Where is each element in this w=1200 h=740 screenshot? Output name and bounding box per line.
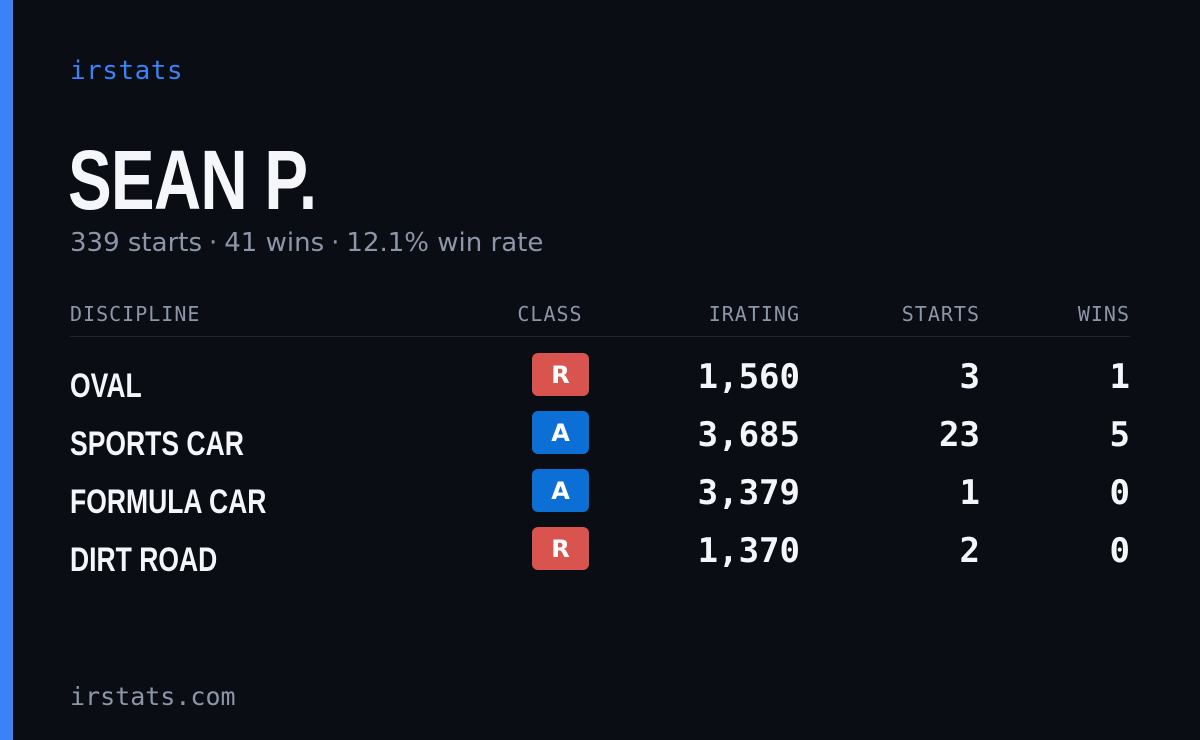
header-wins: WINS [1077, 302, 1130, 326]
starts-value: 23 [939, 415, 980, 455]
table-row: SPORTS CAR A 3,685 23 5 [70, 411, 1130, 469]
header-starts: STARTS [901, 302, 980, 326]
separator: · [209, 228, 218, 258]
class-badge: R [532, 527, 589, 570]
irating-value: 3,685 [697, 415, 800, 455]
table-body: OVAL R 1,560 3 1 SPORTS CAR A 3,685 23 5… [70, 353, 1130, 585]
brand-logo-text: irstats [70, 56, 184, 86]
discipline-name: FORMULA CAR [70, 483, 267, 521]
wins-value: 5 [1109, 415, 1130, 455]
discipline-table: DISCIPLINE CLASS IRATING STARTS WINS OVA… [70, 298, 1130, 585]
discipline-name: SPORTS CAR [70, 425, 244, 463]
discipline-name: OVAL [70, 367, 142, 405]
player-name: SEAN P. [68, 133, 317, 227]
player-summary: 339 starts · 41 wins · 12.1% win rate [70, 228, 543, 258]
starts-value: 3 [959, 357, 980, 397]
starts-value: 2 [959, 531, 980, 571]
wins-value: 0 [1109, 531, 1130, 571]
class-badge: A [532, 469, 589, 512]
discipline-name: DIRT ROAD [70, 541, 218, 579]
wins-summary: 41 wins [224, 228, 325, 258]
irating-value: 3,379 [697, 473, 800, 513]
wins-value: 1 [1109, 357, 1130, 397]
footer-domain: irstats.com [70, 682, 236, 711]
table-row: FORMULA CAR A 3,379 1 0 [70, 469, 1130, 527]
table-row: OVAL R 1,560 3 1 [70, 353, 1130, 411]
irating-value: 1,560 [697, 357, 800, 397]
win-rate-summary: 12.1% win rate [346, 228, 544, 258]
starts-summary: 339 starts [70, 228, 202, 258]
header-class: CLASS [517, 302, 583, 326]
header-discipline: DISCIPLINE [70, 302, 201, 326]
header-irating: IRATING [708, 302, 800, 326]
wins-value: 0 [1109, 473, 1130, 513]
accent-bar [0, 0, 13, 740]
class-badge: A [532, 411, 589, 454]
irating-value: 1,370 [697, 531, 800, 571]
table-row: DIRT ROAD R 1,370 2 0 [70, 527, 1130, 585]
starts-value: 1 [959, 473, 980, 513]
separator: · [331, 228, 340, 258]
class-badge: R [532, 353, 589, 396]
table-header: DISCIPLINE CLASS IRATING STARTS WINS [70, 298, 1130, 337]
